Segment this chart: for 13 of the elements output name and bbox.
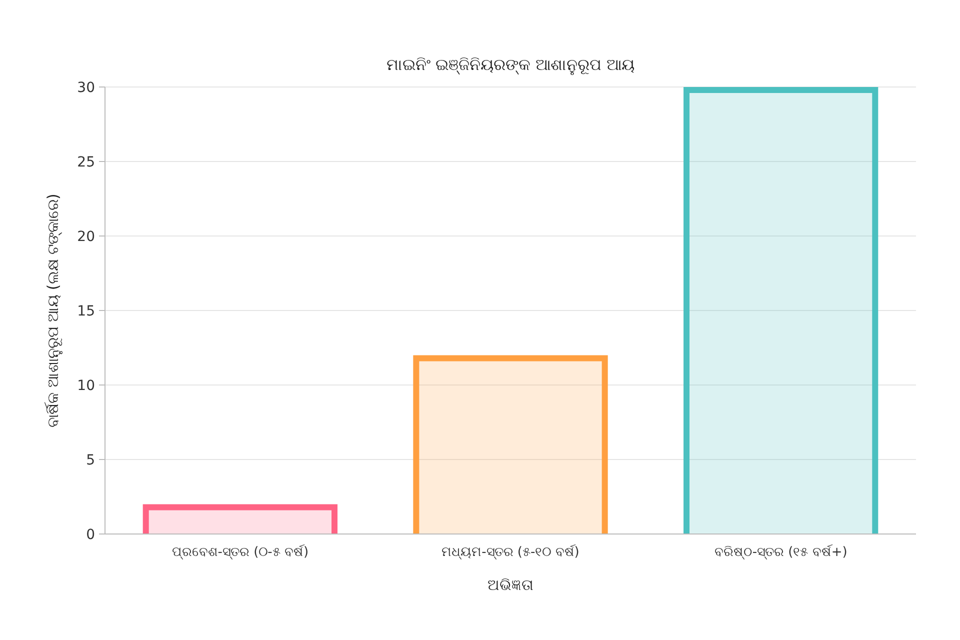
y-tick-label: 25 (77, 154, 95, 170)
x-tick-label: ବରିଷ୍ଠ-ସ୍ତର (୧୫ ବର୍ଷ+) (714, 544, 848, 560)
x-tick-label: ପ୍ରବେଶ-ସ୍ତର (୦-୫ ବର୍ଷ) (172, 544, 309, 560)
x-tick-label: ମଧ୍ୟମ-ସ୍ତର (୫-୧୦ ବର୍ଷ) (442, 544, 580, 560)
y-tick-label: 5 (86, 452, 95, 468)
y-tick-label: 20 (77, 228, 95, 245)
chart-title: ମାଇନିଂ ଇଞ୍ଜିନିୟରଙ୍କ ଆଶାନୁରୂପ ଆୟ (386, 55, 635, 76)
y-tick-label: 10 (77, 378, 95, 394)
y-axis-title: ବାର୍ଷିକ ଆଶାନୁରୂପ ଆୟ (ଲକ୍ଷ ଟଙ୍କାରେ) (44, 194, 63, 428)
y-tick-label: 15 (77, 303, 95, 320)
y-tick-label: 30 (77, 80, 95, 96)
x-axis-title: ଅଭିଜ୍ଞତା (488, 576, 534, 594)
y-tick-label: 0 (86, 526, 95, 543)
